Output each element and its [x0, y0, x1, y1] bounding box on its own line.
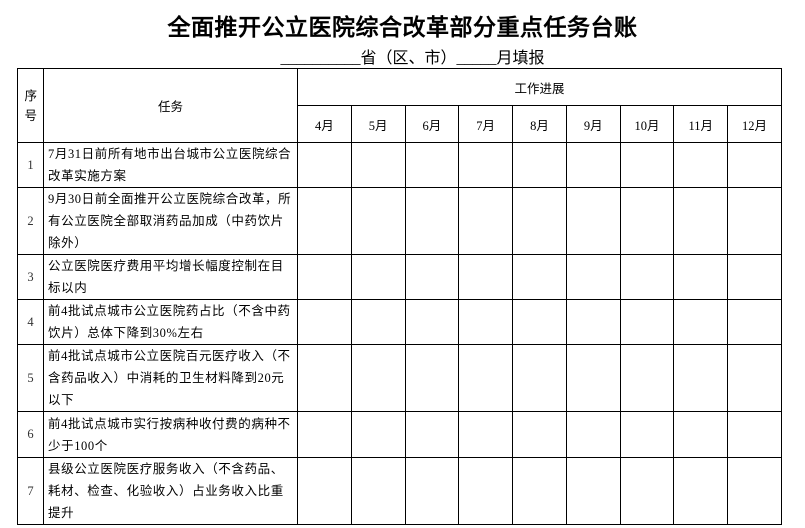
progress-cell[interactable] — [350, 344, 406, 412]
progress-cell[interactable] — [350, 457, 406, 525]
table-row: 4 前4批试点城市公立医院药占比（不含中药饮片）总体下降到30%左右 — [17, 299, 782, 345]
progress-cell[interactable] — [727, 299, 782, 345]
progress-cell[interactable] — [297, 411, 352, 458]
header-month: 10月 — [619, 105, 675, 143]
progress-cell[interactable] — [565, 254, 621, 300]
progress-cell[interactable] — [673, 142, 729, 188]
progress-cell[interactable] — [727, 344, 782, 412]
progress-cell[interactable] — [297, 457, 352, 525]
progress-cell[interactable] — [297, 299, 352, 345]
table-row: 7 县级公立医院医疗服务收入（不含药品、耗材、检查、化验收入）占业务收入比重提升 — [17, 457, 782, 525]
row-seq: 3 — [17, 254, 44, 300]
progress-cell[interactable] — [619, 299, 675, 345]
progress-cell[interactable] — [458, 142, 514, 188]
progress-cell[interactable] — [458, 187, 514, 255]
progress-cell[interactable] — [565, 344, 621, 412]
page-title: 全面推开公立医院综合改革部分重点任务台账 — [167, 15, 638, 40]
progress-cell[interactable] — [619, 457, 675, 525]
row-task: 9月30日前全面推开公立医院综合改革，所有公立医院全部取消药品加成（中药饮片除外… — [43, 187, 298, 255]
progress-cell[interactable] — [404, 299, 460, 345]
progress-cell[interactable] — [297, 142, 352, 188]
progress-cell[interactable] — [727, 411, 782, 458]
row-task: 前4批试点城市公立医院药占比（不含中药饮片）总体下降到30%左右 — [43, 299, 298, 345]
progress-cell[interactable] — [727, 142, 782, 188]
progress-cell[interactable] — [619, 411, 675, 458]
progress-cell[interactable] — [404, 344, 460, 412]
progress-cell[interactable] — [619, 142, 675, 188]
header-month: 4月 — [297, 105, 352, 143]
progress-cell[interactable] — [565, 142, 621, 188]
row-seq: 6 — [17, 411, 44, 458]
progress-cell[interactable] — [565, 457, 621, 525]
progress-cell[interactable] — [619, 254, 675, 300]
header-month: 12月 — [727, 105, 782, 143]
row-seq: 7 — [17, 457, 44, 525]
progress-cell[interactable] — [297, 254, 352, 300]
row-task: 7月31日前所有地市出台城市公立医院综合改革实施方案 — [43, 142, 298, 188]
row-seq: 2 — [17, 187, 44, 255]
progress-cell[interactable] — [458, 411, 514, 458]
progress-cell[interactable] — [673, 457, 729, 525]
header-month: 9月 — [565, 105, 621, 143]
progress-cell[interactable] — [512, 411, 567, 458]
header-seq: 序号 — [17, 68, 44, 143]
progress-cell[interactable] — [565, 299, 621, 345]
progress-cell[interactable] — [350, 254, 406, 300]
progress-cell[interactable] — [673, 254, 729, 300]
row-seq: 4 — [17, 299, 44, 345]
progress-cell[interactable] — [619, 187, 675, 255]
row-seq: 1 — [17, 142, 44, 188]
progress-cell[interactable] — [565, 411, 621, 458]
header-progress: 工作进展 — [297, 68, 782, 106]
progress-cell[interactable] — [512, 142, 567, 188]
progress-cell[interactable] — [673, 299, 729, 345]
header-month: 6月 — [404, 105, 460, 143]
row-seq: 5 — [17, 344, 44, 412]
page-subtitle: __________省（区、市）_____月填报 — [280, 50, 545, 67]
progress-cell[interactable] — [350, 187, 406, 255]
progress-cell[interactable] — [619, 344, 675, 412]
row-task: 县级公立医院医疗服务收入（不含药品、耗材、检查、化验收入）占业务收入比重提升 — [43, 457, 298, 525]
progress-cell[interactable] — [673, 344, 729, 412]
progress-cell[interactable] — [350, 299, 406, 345]
header-month: 7月 — [458, 105, 514, 143]
header-task: 任务 — [43, 68, 298, 143]
progress-cell[interactable] — [727, 187, 782, 255]
progress-cell[interactable] — [350, 411, 406, 458]
progress-cell[interactable] — [404, 254, 460, 300]
progress-cell[interactable] — [565, 187, 621, 255]
progress-cell[interactable] — [404, 187, 460, 255]
progress-cell[interactable] — [458, 299, 514, 345]
progress-cell[interactable] — [404, 142, 460, 188]
table-row: 5 前4批试点城市公立医院百元医疗收入（不含药品收入）中消耗的卫生材料降到20元以… — [17, 344, 782, 412]
header-month: 11月 — [673, 105, 729, 143]
progress-cell[interactable] — [404, 411, 460, 458]
progress-cell[interactable] — [297, 187, 352, 255]
row-task: 公立医院医疗费用平均增长幅度控制在目标以内 — [43, 254, 298, 300]
task-ledger-table: 序号 任务 工作进展 4月 5月 6月 7月 8月 9月 10月 11月 12月 1 7月31日前… — [17, 68, 782, 525]
progress-cell[interactable] — [458, 457, 514, 525]
progress-cell[interactable] — [512, 187, 567, 255]
progress-cell[interactable] — [458, 254, 514, 300]
progress-cell[interactable] — [350, 142, 406, 188]
progress-cell[interactable] — [404, 457, 460, 525]
table-row: 3 公立医院医疗费用平均增长幅度控制在目标以内 — [17, 254, 782, 300]
table-row: 2 9月30日前全面推开公立医院综合改革，所有公立医院全部取消药品加成（中药饮片除… — [17, 187, 782, 255]
progress-cell[interactable] — [512, 457, 567, 525]
header-month: 8月 — [512, 105, 567, 143]
table-row: 6 前4批试点城市实行按病种收付费的病种不少于100个 — [17, 411, 782, 458]
progress-cell[interactable] — [458, 344, 514, 412]
progress-cell[interactable] — [512, 254, 567, 300]
progress-cell[interactable] — [673, 411, 729, 458]
row-task: 前4批试点城市公立医院百元医疗收入（不含药品收入）中消耗的卫生材料降到20元以下 — [43, 344, 298, 412]
progress-cell[interactable] — [727, 254, 782, 300]
progress-cell[interactable] — [297, 344, 352, 412]
header-month: 5月 — [350, 105, 406, 143]
row-task: 前4批试点城市实行按病种收付费的病种不少于100个 — [43, 411, 298, 458]
progress-cell[interactable] — [727, 457, 782, 525]
progress-cell[interactable] — [512, 299, 567, 345]
progress-cell[interactable] — [512, 344, 567, 412]
table-row: 1 7月31日前所有地市出台城市公立医院综合改革实施方案 — [17, 142, 782, 188]
progress-cell[interactable] — [673, 187, 729, 255]
